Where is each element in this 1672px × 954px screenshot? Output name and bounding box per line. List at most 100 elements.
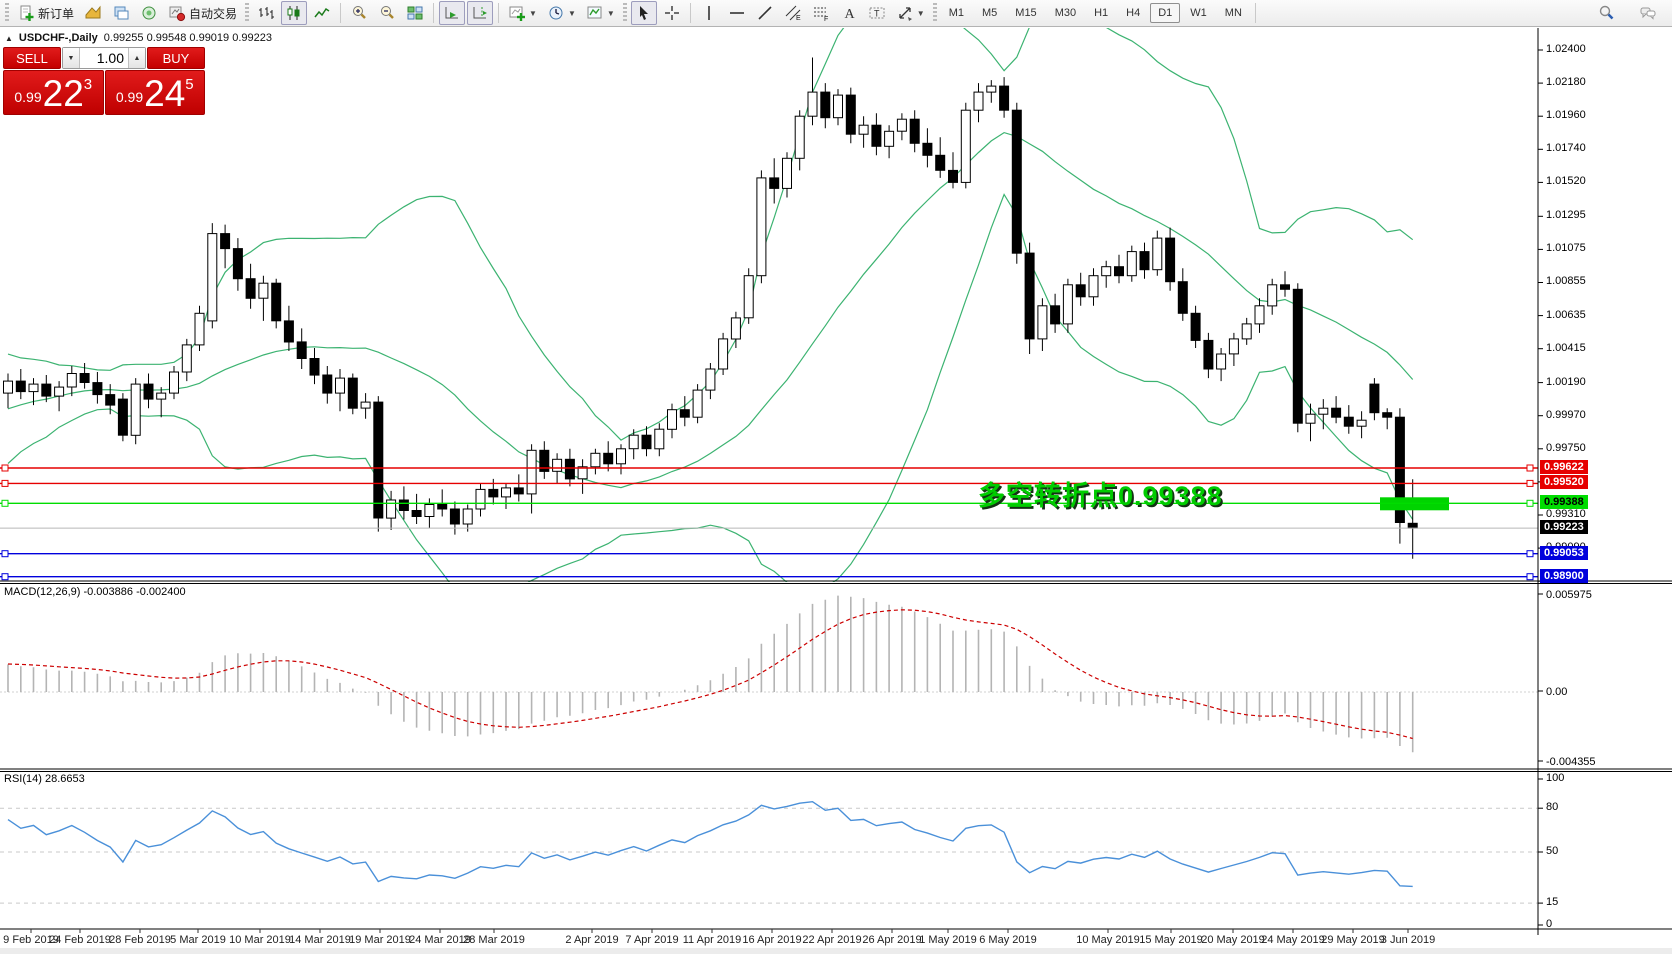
timeframe-m1-button[interactable]: M1 bbox=[948, 7, 964, 19]
line-handle[interactable] bbox=[1526, 479, 1534, 487]
chevron-down-icon[interactable]: ▼ bbox=[567, 8, 576, 18]
buy-price-box[interactable]: 0.99 24 5 bbox=[104, 70, 205, 115]
svg-text:A: A bbox=[844, 7, 855, 22]
sell-button[interactable]: SELL bbox=[3, 47, 61, 69]
rsi-axis-label: 50 bbox=[1546, 845, 1559, 857]
bar-chart-button[interactable] bbox=[253, 1, 279, 25]
date-label[interactable]: 24 Feb 2019 bbox=[49, 934, 111, 946]
chevron-down-icon[interactable]: ▼ bbox=[529, 8, 537, 18]
line-handle[interactable] bbox=[1526, 573, 1534, 581]
date-label[interactable]: 19 Mar 2019 bbox=[349, 934, 411, 946]
chevron-down-icon[interactable]: ▼ bbox=[606, 8, 615, 18]
analysis-annotation[interactable]: 多空转折点0.99388 bbox=[978, 481, 1223, 511]
line-handle[interactable] bbox=[1526, 550, 1534, 558]
volume-decrease-button[interactable]: ▼ bbox=[63, 48, 80, 68]
toolbar-separator bbox=[433, 3, 435, 23]
date-label[interactable]: 11 Apr 2019 bbox=[682, 934, 742, 946]
toolbar-grip bbox=[5, 3, 9, 23]
equidistant-channel-button[interactable]: E bbox=[780, 1, 806, 25]
date-label[interactable]: 28 Feb 2019 bbox=[109, 934, 171, 946]
text-label-button[interactable]: T bbox=[864, 1, 890, 25]
macd-axis-label: 0.00 bbox=[1546, 686, 1568, 698]
line-handle[interactable] bbox=[1, 479, 9, 487]
date-label[interactable]: 22 Apr 2019 bbox=[802, 934, 862, 946]
text-button[interactable]: A bbox=[836, 1, 862, 25]
line-handle[interactable] bbox=[1, 550, 9, 558]
date-label[interactable]: 14 Mar 2019 bbox=[289, 934, 351, 946]
line-handle[interactable] bbox=[1526, 499, 1534, 507]
periods-button[interactable]: ▼ bbox=[543, 1, 580, 25]
tile-windows-button[interactable] bbox=[402, 1, 428, 25]
timeframe-m5-button[interactable]: M5 bbox=[982, 7, 998, 19]
new-order-button[interactable]: 新订单 bbox=[13, 1, 78, 25]
date-label[interactable]: 26 Apr 2019 bbox=[862, 934, 922, 946]
date-label[interactable]: 6 May 2019 bbox=[979, 934, 1037, 946]
crosshair-button[interactable] bbox=[659, 1, 685, 25]
date-label[interactable]: 5 Mar 2019 bbox=[170, 934, 226, 946]
templates-button[interactable]: ▼ bbox=[582, 1, 619, 25]
date-label[interactable]: 3 Jun 2019 bbox=[1380, 934, 1436, 946]
horizontal-line-icon bbox=[728, 4, 746, 22]
date-label[interactable]: 10 Mar 2019 bbox=[229, 934, 291, 946]
cursor-icon bbox=[635, 4, 653, 22]
price-tick-label: 1.00855 bbox=[1546, 275, 1586, 288]
date-label[interactable]: 9 Feb 2019 bbox=[3, 934, 59, 946]
navigator-icon bbox=[140, 4, 158, 22]
date-label[interactable]: 2 Apr 2019 bbox=[565, 934, 619, 946]
one-click-trade-panel: SELL ▼ ▲ BUY 0.99 22 3 0.99 24 5 bbox=[3, 47, 205, 115]
auto-scroll-button[interactable] bbox=[439, 1, 466, 25]
data-window-button[interactable] bbox=[108, 1, 134, 25]
buy-price-pip: 5 bbox=[185, 76, 194, 93]
date-label[interactable]: 7 Apr 2019 bbox=[625, 934, 679, 946]
trendline-button[interactable] bbox=[752, 1, 778, 25]
volume-increase-button[interactable]: ▲ bbox=[128, 48, 145, 68]
chart-shift-button[interactable] bbox=[467, 1, 494, 25]
market-watch-button[interactable] bbox=[80, 1, 106, 25]
timeframe-w1-button[interactable]: W1 bbox=[1190, 7, 1207, 19]
cursor-button[interactable] bbox=[630, 1, 657, 25]
horizontal-line-button[interactable] bbox=[724, 1, 750, 25]
auto-trading-button[interactable]: 自动交易 bbox=[164, 1, 241, 25]
timeframe-mn-button[interactable]: MN bbox=[1224, 7, 1242, 19]
date-label[interactable]: 28 Mar 2019 bbox=[463, 934, 525, 946]
collapse-panel-icon[interactable]: ▲ bbox=[5, 33, 13, 43]
rsi-axis-label: 15 bbox=[1546, 896, 1559, 909]
date-label[interactable]: 24 Mar 2019 bbox=[409, 934, 471, 946]
line-handle[interactable] bbox=[1, 573, 9, 581]
line-handle[interactable] bbox=[1526, 464, 1534, 472]
zoom-in-button[interactable] bbox=[346, 1, 372, 25]
search-button[interactable] bbox=[1593, 1, 1619, 25]
bollinger-middle-band bbox=[7, 131, 1414, 489]
date-label[interactable]: 20 May 2019 bbox=[1201, 934, 1265, 946]
bullish-candle-bodies bbox=[3, 85, 1367, 525]
zoom-out-button[interactable] bbox=[374, 1, 400, 25]
date-label[interactable]: 1 May 2019 bbox=[919, 934, 977, 946]
chart-area[interactable]: ▲ USDCHF-,Daily 0.99255 0.99548 0.99019 … bbox=[0, 28, 1672, 954]
line-handle[interactable] bbox=[1, 464, 9, 472]
indicators-button[interactable]: ▼ bbox=[504, 1, 541, 25]
date-label[interactable]: 10 May 2019 bbox=[1076, 934, 1140, 946]
vertical-line-button[interactable] bbox=[696, 1, 722, 25]
chart-canvas[interactable] bbox=[0, 28, 1672, 954]
timeframe-h4-button[interactable]: H4 bbox=[1126, 7, 1141, 19]
timeframe-m30-button[interactable]: M30 bbox=[1054, 7, 1077, 19]
timeframe-d1-button[interactable]: D1 bbox=[1150, 3, 1181, 23]
timeframe-m15-button[interactable]: M15 bbox=[1015, 7, 1037, 19]
line-chart-button[interactable] bbox=[309, 1, 335, 25]
sell-price-box[interactable]: 0.99 22 3 bbox=[3, 70, 104, 115]
buy-button[interactable]: BUY bbox=[147, 47, 205, 69]
line-handle[interactable] bbox=[1, 499, 9, 507]
date-label[interactable]: 29 May 2019 bbox=[1321, 934, 1385, 946]
candlestick-chart-button[interactable] bbox=[281, 1, 308, 25]
chat-button[interactable] bbox=[1635, 1, 1661, 25]
chevron-down-icon[interactable]: ▼ bbox=[916, 8, 925, 18]
navigator-button[interactable] bbox=[136, 1, 162, 25]
arrows-button[interactable]: ▼ bbox=[892, 1, 929, 25]
volume-input[interactable] bbox=[80, 48, 128, 68]
timeframe-h1-button[interactable]: H1 bbox=[1094, 7, 1109, 19]
date-label[interactable]: 24 May 2019 bbox=[1261, 934, 1325, 946]
date-label[interactable]: 16 Apr 2019 bbox=[742, 934, 802, 946]
fibonacci-button[interactable]: F bbox=[808, 1, 834, 25]
zoom-out-icon bbox=[378, 4, 396, 22]
date-label[interactable]: 15 May 2019 bbox=[1139, 934, 1203, 946]
